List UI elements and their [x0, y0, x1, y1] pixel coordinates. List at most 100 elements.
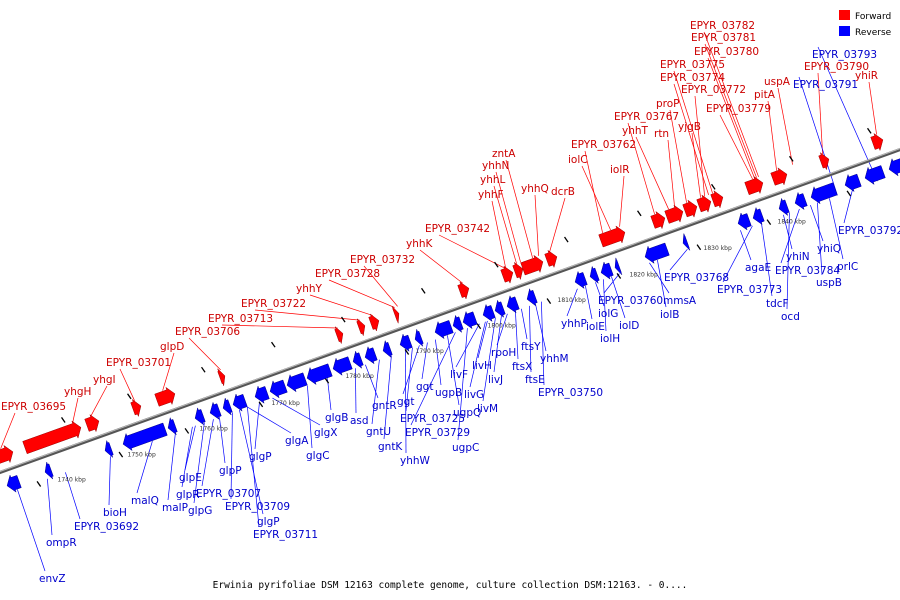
forward-connector — [328, 279, 395, 308]
forward-gene-arrow — [664, 204, 684, 224]
reverse-connector — [383, 355, 392, 440]
feature-tick — [126, 393, 132, 400]
reverse-gene-arrow — [382, 339, 393, 359]
reverse-gene-label: glgP — [257, 516, 280, 528]
reverse-connector — [193, 422, 205, 504]
reverse-connector — [566, 288, 578, 317]
reverse-connector — [402, 345, 420, 395]
feature-tick — [420, 287, 426, 294]
reverse-gene-arrow — [414, 328, 424, 348]
reverse-gene-label: ftsE — [525, 374, 545, 386]
feature-tick — [766, 219, 772, 226]
feature-tick — [340, 316, 346, 323]
reverse-connector — [535, 303, 547, 352]
feature-tick — [696, 244, 702, 251]
reverse-gene-arrow — [254, 385, 270, 404]
reverse-connector — [786, 212, 790, 310]
forward-connector — [162, 352, 175, 391]
reverse-gene-label: EPYR_03711 — [253, 529, 318, 541]
reverse-gene-label: EPYR_03707 — [196, 488, 261, 500]
forward-gene-arrow — [544, 249, 558, 269]
forward-connector — [491, 200, 506, 268]
reverse-gene-label: livG — [464, 389, 484, 401]
forward-connector — [309, 294, 373, 316]
axis-tick-label: 1750 kbp — [128, 451, 156, 458]
reverse-gene-label: ggt — [397, 396, 414, 408]
reverse-gene-label: EPYR_03793 — [812, 49, 877, 61]
axis-tick-label: 1840 kbp — [778, 218, 806, 225]
reverse-gene-label: yhiQ — [817, 243, 841, 255]
forward-connector — [72, 397, 79, 424]
forward-connector — [549, 197, 566, 252]
reverse-gene-arrow — [589, 265, 600, 285]
forward-gene-arrow — [650, 210, 666, 230]
reverse-connector — [184, 425, 196, 471]
reverse-gene-arrow — [452, 314, 464, 333]
reverse-gene-label: glgX — [314, 427, 337, 439]
axis-tick-label: 1800 kbp — [488, 322, 516, 329]
forward-connector — [493, 185, 517, 264]
feature-tick — [184, 427, 190, 434]
forward-gene-label: uspA — [764, 76, 791, 88]
reverse-gene-label: EPYR_03792 — [838, 225, 900, 237]
reverse-gene-arrow — [462, 310, 478, 330]
forward-gene-arrow — [154, 386, 176, 407]
forward-gene-label: EPYR_03722 — [241, 298, 306, 310]
reverse-gene-arrow — [682, 233, 691, 251]
reverse-gene-label: ftsY — [521, 341, 541, 353]
reverse-connector — [810, 204, 824, 242]
axis-tick-label: 1820 kbp — [630, 271, 658, 278]
forward-gene-arrow — [84, 414, 100, 433]
reverse-gene-label: iolB — [660, 309, 679, 321]
forward-gene-label: pitA — [754, 89, 776, 101]
reverse-gene-arrow — [844, 173, 862, 193]
reverse-connector — [410, 332, 456, 426]
reverse-gene-arrow — [778, 197, 790, 217]
reverse-gene-label: prlC — [837, 261, 858, 273]
forward-gene-label: yhhY — [296, 283, 323, 295]
reverse-gene-arrow — [888, 157, 900, 177]
reverse-connector — [247, 406, 292, 434]
forward-gene-arrow — [744, 175, 764, 196]
reverse-gene-arrow — [810, 182, 838, 205]
forward-gene-label: EPYR_03713 — [208, 313, 273, 325]
feature-tick — [636, 210, 642, 217]
reverse-gene-label: EPYR_03791 — [793, 79, 858, 91]
reverse-connector — [47, 478, 53, 536]
forward-connector — [119, 368, 135, 401]
forward-gene-arrow — [391, 306, 400, 324]
reverse-gene-label: envZ — [39, 573, 66, 585]
forward-gene-label: EPYR_03775 — [660, 59, 725, 71]
reverse-gene-label: malQ — [131, 495, 159, 507]
reverse-connector — [603, 273, 620, 294]
reverse-gene-label: EPYR_03768 — [664, 272, 729, 284]
reverse-gene-label: yhiN — [786, 251, 810, 263]
forward-gene-label: EPYR_03701 — [106, 357, 171, 369]
reverse-connector — [541, 301, 545, 386]
forward-connector — [817, 72, 823, 155]
feature-tick — [60, 417, 66, 423]
reverse-connector — [649, 262, 670, 294]
forward-gene-arrow — [770, 167, 788, 186]
reverse-gene-label: glpP — [219, 465, 242, 477]
feature-tick — [866, 127, 872, 134]
reverse-gene-arrow — [482, 303, 496, 323]
forward-gene-label: EPYR_03767 — [614, 111, 679, 123]
reverse-gene-arrow — [286, 372, 308, 393]
reverse-gene-label: glgB — [325, 412, 348, 424]
forward-connector — [673, 83, 709, 196]
reverse-connector — [254, 402, 260, 450]
footer-caption: Erwinia pyrifoliae DSM 12163 complete ge… — [213, 580, 688, 591]
forward-gene-label: yhhQ — [521, 183, 549, 195]
forward-gene-label: glpD — [160, 341, 184, 353]
reverse-connector — [447, 335, 460, 406]
forward-gene-label: EPYR_03779 — [706, 103, 771, 115]
genome-axis — [0, 147, 900, 475]
reverse-gene-label: ugpC — [452, 442, 479, 454]
reverse-connector — [219, 417, 226, 464]
reverse-connector — [108, 456, 111, 506]
reverse-gene-label: glgC — [306, 450, 330, 462]
forward-gene-label: yhgI — [93, 374, 116, 386]
forward-connector — [438, 234, 505, 269]
